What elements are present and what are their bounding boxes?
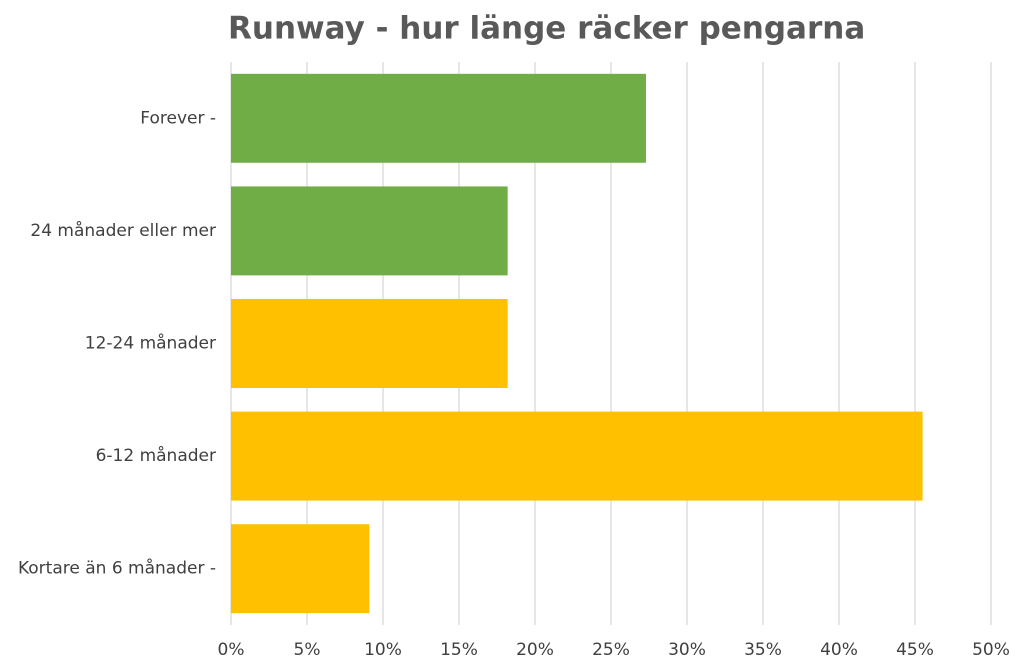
y-tick-label: 12-24 månader [85,333,216,354]
bar [231,299,508,388]
bar [231,411,923,501]
x-tick-label: 50% [972,640,1010,660]
x-tick-label: 15% [440,640,478,660]
x-tick-label: 30% [668,640,706,660]
x-tick-label: 0% [218,640,245,660]
bar [231,524,370,614]
x-tick-label: 40% [820,640,858,660]
x-tick-label: 5% [294,640,321,660]
x-tick-label: 20% [516,640,554,660]
chart-title: Runway - hur länge räcker pengarna [228,11,865,47]
y-tick-label: 6-12 månader [96,445,216,466]
y-tick-label: 24 månader eller mer [30,220,216,241]
x-tick-label: 25% [592,640,630,660]
y-tick-label: Kortare än 6 månader - [18,558,216,579]
x-tick-label: 10% [364,640,402,660]
y-tick-label: Forever - [140,108,216,128]
bar [231,186,508,276]
bar [231,73,646,163]
x-tick-label: 45% [896,640,934,660]
x-tick-label: 35% [744,640,782,660]
